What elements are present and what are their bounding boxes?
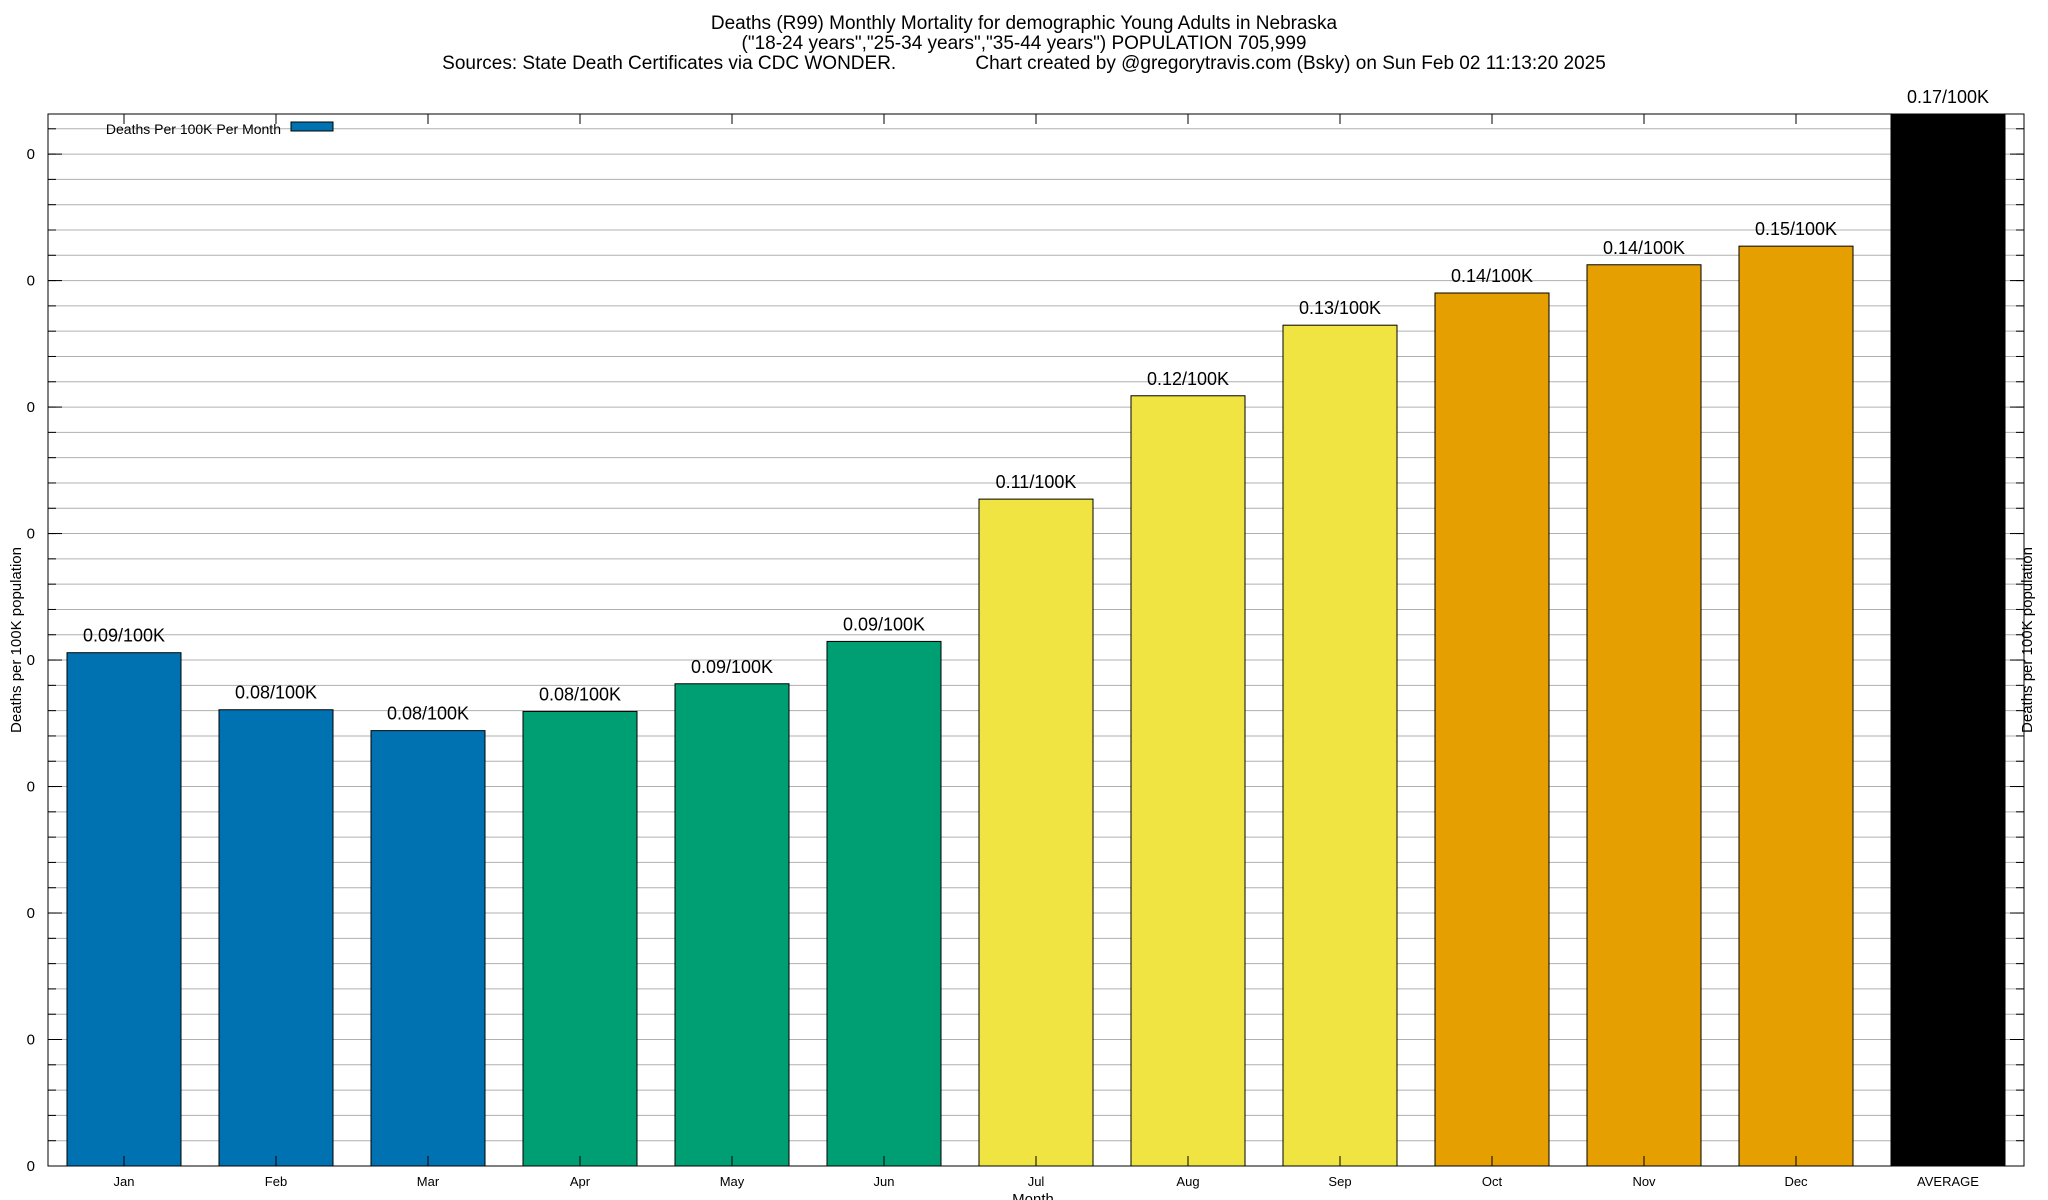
chart-credit: Chart created by @gregorytravis.com (Bsk…: [975, 53, 1606, 74]
data-label-jan: 0.09/100K: [83, 626, 165, 646]
chart-sources: Sources: State Death Certificates via CD…: [442, 53, 897, 74]
data-label-nov: 0.14/100K: [1603, 238, 1685, 258]
x-tick-label-feb: Feb: [265, 1174, 287, 1189]
y-tick-label: 0: [27, 526, 35, 543]
x-tick-label-aug: Aug: [1176, 1174, 1199, 1189]
data-label-dec: 0.15/100K: [1755, 219, 1837, 239]
bar-jun: [826, 640, 942, 1167]
bar-mar: [370, 730, 486, 1167]
data-label-aug: 0.12/100K: [1147, 369, 1229, 389]
chart-sources-line: Sources: State Death Certificates via CD…: [0, 54, 2048, 74]
bars: [66, 113, 2006, 1167]
chart-subtitle: ("18-24 years","25-34 years","35-44 year…: [741, 33, 1307, 54]
bar-jan: [66, 652, 182, 1167]
bar-feb: [218, 709, 334, 1167]
x-tick-label-sep: Sep: [1328, 1174, 1351, 1189]
data-label-average: 0.17/100K: [1907, 87, 1989, 107]
bar-average: [1890, 113, 2006, 1167]
plot-frame: [47, 113, 2025, 1167]
x-tick-label-may: May: [720, 1174, 745, 1189]
y-tick-label: 0: [27, 1032, 35, 1049]
bar-dec: [1738, 245, 1854, 1167]
x-axis-title: Month: [1012, 1191, 1054, 1200]
legend: Deaths Per 100K Per Month: [106, 121, 334, 137]
bar-aug: [1130, 395, 1246, 1167]
y-tick-label: 0: [27, 146, 35, 163]
y-tick-label: 0: [27, 1158, 35, 1175]
bar-oct: [1434, 292, 1550, 1167]
chart-title-block: Deaths (R99) Monthly Mortality for demog…: [0, 14, 2048, 74]
y-tick-label: 0: [27, 905, 35, 922]
data-label-oct: 0.14/100K: [1451, 266, 1533, 286]
legend-label: Deaths Per 100K Per Month: [106, 121, 281, 137]
bar-sep: [1282, 324, 1398, 1167]
bar-may: [674, 683, 790, 1167]
data-label-apr: 0.08/100K: [539, 684, 621, 704]
bar-apr: [522, 710, 638, 1167]
data-labels: 0.09/100K 0.08/100K 0.08/100K 0.08/100K 0.09…: [83, 87, 1989, 724]
chart-title: Deaths (R99) Monthly Mortality for demog…: [710, 13, 1338, 34]
x-tick-label-mar: Mar: [417, 1174, 440, 1189]
y-tick-label: 0: [27, 779, 35, 796]
x-tick-label-dec: Dec: [1784, 1174, 1808, 1189]
bar-jul: [978, 498, 1094, 1167]
y-axis-title: Deaths per 100K population: [8, 547, 25, 733]
data-label-mar: 0.08/100K: [387, 704, 469, 724]
x-tick-label-average: AVERAGE: [1917, 1174, 1979, 1189]
x-tick-label-oct: Oct: [1482, 1174, 1503, 1189]
legend-swatch: [290, 121, 334, 132]
data-label-may: 0.09/100K: [691, 657, 773, 677]
axes: 0 0 0 0 0 0 0 0 0 Jan Feb Mar Apr May Jun Jul Aug Sep Oct N…: [27, 113, 2025, 1189]
bar-nov: [1586, 264, 1702, 1167]
data-label-feb: 0.08/100K: [235, 683, 317, 703]
y-tick-label: 0: [27, 652, 35, 669]
x-tick-label-nov: Nov: [1632, 1174, 1656, 1189]
x-tick-label-jul: Jul: [1028, 1174, 1045, 1189]
x-tick-label-jan: Jan: [114, 1174, 135, 1189]
y2-axis-title: Deaths per 100K population: [2019, 547, 2036, 733]
data-label-sep: 0.13/100K: [1299, 298, 1381, 318]
x-tick-label-jun: Jun: [874, 1174, 895, 1189]
y-tick-label: 0: [27, 399, 35, 416]
y-tick-label: 0: [27, 273, 35, 290]
data-label-jun: 0.09/100K: [843, 614, 925, 634]
data-label-jul: 0.11/100K: [996, 472, 1077, 492]
x-tick-label-apr: Apr: [570, 1174, 591, 1189]
